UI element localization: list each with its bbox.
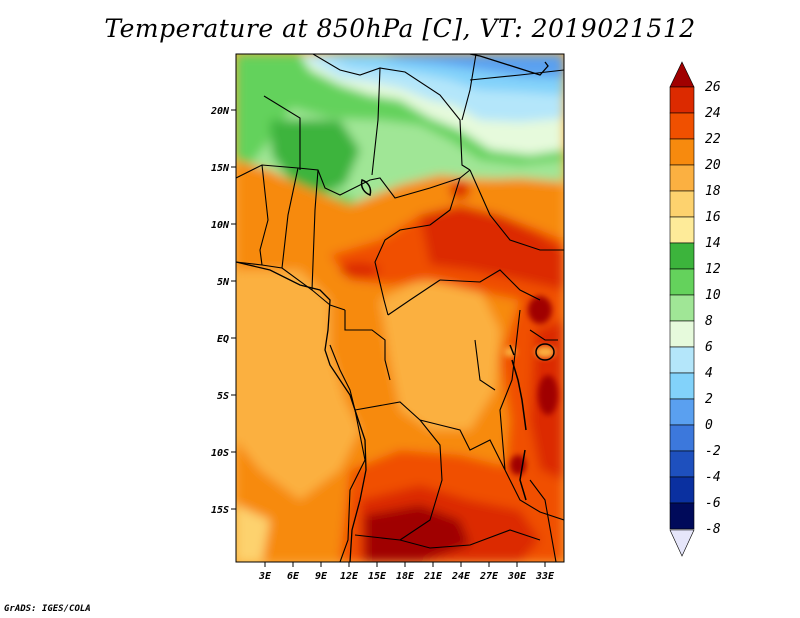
colorbar-label-14: 14 <box>705 236 721 251</box>
lat-label-5s: 5S <box>217 391 229 402</box>
lon-label-12e: 12E <box>340 571 359 582</box>
colorbar-label-neg2: -2 <box>705 444 721 459</box>
lat-label-15s: 15S <box>211 505 229 516</box>
colorbar-cell <box>669 346 695 374</box>
colorbar-top-arrow <box>669 61 695 88</box>
colorbar-cell <box>669 502 695 530</box>
colorbar-labels: 26 24 22 20 18 16 14 12 10 8 6 4 2 0 -2 … <box>705 80 721 537</box>
coastline <box>236 54 549 562</box>
lon-label-6e: 6E <box>287 571 300 582</box>
colorbar-label-neg6: -6 <box>705 496 721 511</box>
lat-label-10s: 10S <box>211 448 229 459</box>
longitude-axis: 3E 6E 9E 12E 15E 18E 21E 24E 27E 30E 33E <box>258 562 555 582</box>
lon-label-18e: 18E <box>396 571 415 582</box>
lat-label-eq: EQ <box>217 334 229 345</box>
lon-label-9e: 9E <box>315 571 328 582</box>
colorbar-cell <box>669 372 695 400</box>
map-title: Temperature at 850hPa [C], VT: 201902151… <box>104 14 696 43</box>
colorbar: 26 24 22 20 18 16 14 12 10 8 6 4 2 0 -2 … <box>669 61 721 557</box>
colorbar-label-neg4: -4 <box>705 470 721 485</box>
colorbar-label-0: 0 <box>705 418 713 433</box>
latitude-axis: 20N 15N 10N 5N EQ 5S 10S 15S <box>210 106 236 516</box>
lat-label-10n: 10N <box>211 220 230 231</box>
lat-label-5n: 5N <box>217 277 230 288</box>
colorbar-label-4: 4 <box>705 366 713 381</box>
colorbar-cell <box>669 190 695 218</box>
lat-label-15n: 15N <box>211 163 230 174</box>
colorbar-cell <box>669 138 695 166</box>
lakes <box>360 179 555 501</box>
lon-label-21e: 21E <box>423 571 443 582</box>
lon-label-3e: 3E <box>258 571 272 582</box>
colorbar-cell <box>669 424 695 452</box>
colorbar-label-8: 8 <box>705 314 713 329</box>
colorbar-label-18: 18 <box>705 184 721 199</box>
lon-label-24e: 24E <box>451 571 471 582</box>
colorbar-bottom-arrow <box>669 529 695 557</box>
colorbar-label-6: 6 <box>705 340 713 355</box>
colorbar-cell <box>669 86 695 114</box>
colorbar-cell <box>669 242 695 270</box>
lon-label-33e: 33E <box>535 571 555 582</box>
colorbar-label-22: 22 <box>705 132 721 147</box>
colorbar-label-16: 16 <box>705 210 721 225</box>
colorbar-label-10: 10 <box>705 288 721 303</box>
colorbar-cell <box>669 294 695 322</box>
colorbar-cell <box>669 112 695 140</box>
temperature-field <box>236 54 564 562</box>
colorbar-label-20: 20 <box>705 158 721 173</box>
colorbar-cell <box>669 164 695 192</box>
colorbar-cell <box>669 398 695 426</box>
grads-credit: GrADS: IGES/COLA <box>4 604 91 614</box>
colorbar-cell <box>669 268 695 296</box>
lon-label-27e: 27E <box>479 571 499 582</box>
colorbar-cell <box>669 320 695 348</box>
colorbar-cell <box>669 450 695 478</box>
colorbar-cells <box>669 86 695 530</box>
colorbar-cell <box>669 216 695 244</box>
colorbar-label-2: 2 <box>705 392 713 407</box>
country-borders <box>236 54 564 562</box>
colorbar-cell <box>669 476 695 504</box>
colorbar-label-12: 12 <box>705 262 721 277</box>
map-frame <box>235 53 565 563</box>
colorbar-label-26: 26 <box>705 80 721 95</box>
colorbar-label-24: 24 <box>705 106 721 121</box>
lat-label-20n: 20N <box>210 106 230 117</box>
lon-label-30e: 30E <box>507 571 527 582</box>
colorbar-label-neg8: -8 <box>705 522 721 537</box>
lon-label-15e: 15E <box>368 571 387 582</box>
